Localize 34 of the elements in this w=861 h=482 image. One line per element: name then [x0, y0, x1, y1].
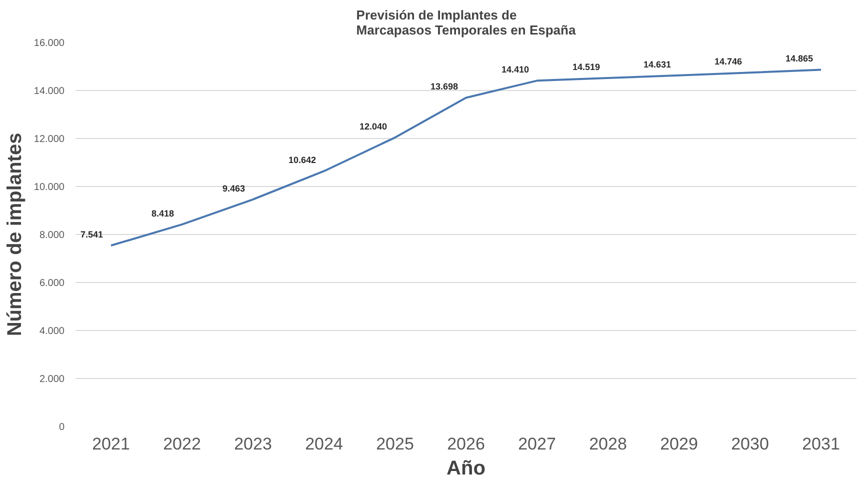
x-tick-label: 2024 [305, 434, 343, 454]
data-label: 14.631 [643, 59, 672, 70]
y-axis-title: Número de implantes [4, 132, 26, 336]
data-label: 13.698 [430, 82, 458, 92]
data-label: 14.746 [714, 56, 742, 67]
data-label: 14.519 [572, 62, 600, 72]
y-tick-label: 14.000 [34, 86, 65, 97]
y-tick-label: 4.000 [39, 326, 65, 337]
y-tick-label: 10.000 [34, 182, 65, 193]
x-axis-title: Año [446, 458, 486, 480]
chart-title: Previsión de Implantes de Marcapasos Temporales en España [356, 8, 576, 38]
data-label: 10.642 [288, 155, 316, 166]
x-tick-label: 2029 [660, 434, 698, 454]
y-tick-label: 16.000 [34, 38, 65, 49]
data-label: 14.410 [501, 64, 530, 75]
x-tick-label: 2023 [234, 434, 272, 454]
x-tick-label: 2026 [447, 434, 485, 454]
data-label: 9.463 [222, 183, 246, 194]
y-tick-label: 0 [58, 422, 65, 433]
data-label: 7.541 [80, 230, 104, 240]
y-tick-label: 12.000 [34, 134, 65, 145]
x-tick-label: 2022 [163, 434, 201, 454]
x-tick-label: 2028 [589, 434, 627, 454]
x-tick-label: 2025 [376, 434, 414, 454]
x-tick-label: 2030 [731, 434, 769, 454]
y-tick-label: 8.000 [39, 230, 65, 241]
x-tick-label: 2027 [518, 434, 556, 454]
data-label: 14.865 [785, 54, 814, 64]
x-tick-label: 2031 [802, 434, 840, 454]
x-tick-label: 2021 [92, 434, 130, 454]
data-label: 8.418 [151, 208, 174, 218]
y-tick-label: 6.000 [39, 278, 65, 289]
data-label: 12.040 [359, 122, 388, 132]
y-tick-label: 2.000 [39, 374, 65, 385]
